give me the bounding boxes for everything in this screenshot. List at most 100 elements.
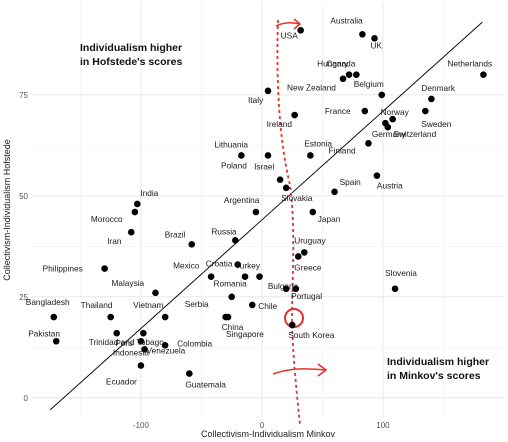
point-hungary	[345, 71, 353, 78]
label-switzerland: Switzerland	[393, 129, 436, 139]
label-peru: Peru	[115, 338, 133, 348]
label-mexico: Mexico	[173, 261, 200, 271]
trend-line	[49, 21, 483, 411]
point-uruguay	[301, 249, 308, 256]
label-south-korea: South Korea	[288, 330, 335, 340]
point-spain	[331, 188, 338, 196]
point-serbia	[228, 293, 235, 301]
label-serbia: Serbia	[185, 299, 209, 309]
point-portugal	[282, 285, 290, 293]
point-norway	[389, 115, 396, 123]
label-bulgaria: Bulgaria	[268, 281, 299, 291]
point-vietnam	[161, 313, 169, 321]
point-japan	[309, 208, 317, 216]
point-estonia	[307, 152, 314, 159]
point-south-korea	[288, 321, 296, 329]
point-venezuela	[141, 346, 148, 353]
label-brazil: Brazil	[165, 229, 186, 239]
point-peru	[140, 329, 147, 337]
y-tick-label: 25	[19, 293, 28, 302]
label-lithuania: Lithuania	[214, 139, 248, 149]
label-guatemala: Guatemala	[185, 380, 226, 390]
label-netherlands: Netherlands	[447, 59, 492, 69]
point-ecuador	[137, 362, 145, 369]
label-hungary: Hungary	[317, 59, 349, 69]
point-iran	[127, 228, 135, 236]
label-ecuador: Ecuador	[106, 376, 137, 386]
label-new-zealand: New Zealand	[287, 83, 336, 93]
label-indonesia: Indonesia	[113, 347, 149, 357]
point-poland	[264, 152, 272, 159]
point-bulgaria	[292, 285, 300, 293]
y-axis-title: Collectivism-Individualism Hofstede	[2, 139, 12, 281]
point-bangladesh	[50, 313, 58, 321]
label-china: China	[222, 322, 244, 332]
label-india: India	[140, 188, 158, 198]
y-tick-label: 75	[19, 91, 28, 100]
point-argentina	[252, 208, 260, 216]
label-belgium: Belgium	[354, 79, 384, 89]
annotation-bottom-right-line-2: in Minkov's scores	[387, 370, 481, 382]
point-germany	[384, 123, 392, 131]
point-trinidad-and-tobago	[113, 329, 121, 337]
upper-arrow-icon	[275, 18, 302, 30]
point-france	[361, 107, 369, 115]
label-italy: Italy	[248, 95, 264, 105]
annotation-top-left-line-1: Individualism higher	[80, 42, 182, 54]
point-colombia	[161, 342, 169, 349]
label-israel: Israel	[254, 162, 274, 172]
label-japan: Japan	[318, 214, 341, 224]
label-austria: Austria	[377, 181, 403, 191]
point-russia	[232, 236, 239, 244]
label-spain: Spain	[340, 177, 362, 187]
point-philippines	[101, 265, 108, 272]
point-sweden	[422, 107, 429, 115]
label-bangladesh: Bangladesh	[26, 297, 70, 307]
label-malaysia: Malaysia	[111, 278, 144, 288]
point-mexico	[207, 273, 215, 280]
label-ireland: Ireland	[267, 119, 293, 129]
label-usa: USA	[281, 30, 299, 40]
label-philippines: Philippines	[43, 264, 83, 274]
point-greece	[294, 253, 302, 260]
x-tick-label: 0	[260, 421, 265, 430]
label-argentina: Argentina	[224, 195, 260, 205]
point-denmark	[428, 95, 435, 103]
point-uk	[371, 35, 378, 42]
point-brazil	[188, 241, 196, 248]
point-canada	[353, 71, 360, 78]
label-chile: Chile	[258, 301, 277, 311]
label-pakistan: Pakistan	[28, 328, 60, 338]
x-tick-label: -100	[133, 421, 150, 430]
point-new-zealand	[339, 75, 347, 83]
grid-lines	[32, 2, 504, 418]
point-thailand	[107, 313, 114, 321]
point-malaysia	[152, 289, 159, 297]
point-guatemala	[186, 370, 193, 377]
point-turkey	[241, 273, 249, 280]
label-poland: Poland	[221, 160, 247, 170]
point-romania	[256, 273, 263, 280]
x-tick-label: 100	[376, 421, 390, 430]
label-sweden: Sweden	[421, 119, 451, 129]
lower-arrow-icon	[272, 363, 328, 377]
point-pakistan	[52, 337, 60, 345]
label-slovakia: Slovakia	[281, 193, 313, 203]
label-romania: Romania	[214, 279, 248, 289]
point-chile	[248, 301, 256, 309]
label-iran: Iran	[107, 236, 122, 246]
y-tick-label: 50	[19, 192, 28, 201]
point-singapore	[224, 313, 232, 321]
point-austria	[373, 172, 381, 179]
point-ireland	[291, 111, 298, 119]
y-axis-ticks: 0 25 50 75	[19, 91, 28, 403]
point-lithuania	[238, 152, 245, 159]
point-usa	[297, 26, 304, 34]
point-slovakia	[282, 184, 290, 192]
x-axis-title: Collectivism-Individualism Minkov	[201, 429, 336, 439]
label-portugal: Portugal	[291, 291, 322, 301]
point-indonesia	[137, 337, 145, 345]
label-singapore: Singapore	[226, 329, 264, 339]
